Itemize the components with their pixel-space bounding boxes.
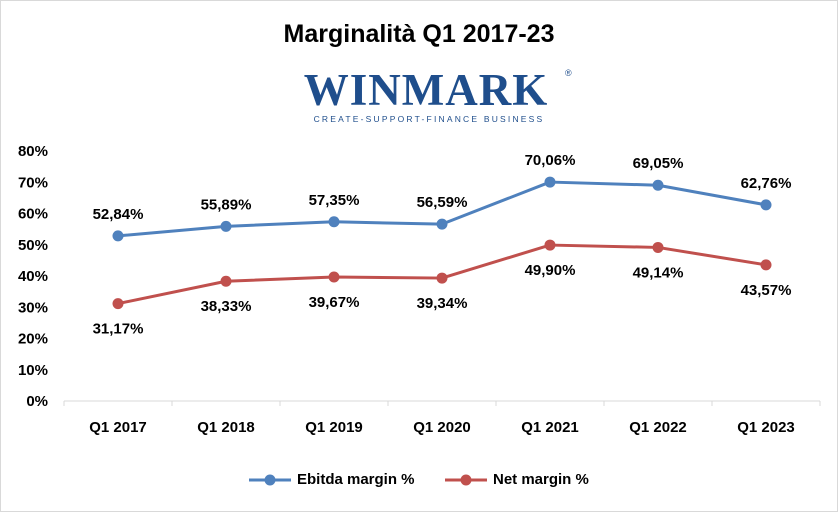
x-tick-label: Q1 2017 <box>89 419 147 436</box>
x-axis: Q1 2017 Q1 2018 Q1 2019 Q1 2020 Q1 2021 Q1 20… <box>63 400 821 436</box>
data-label: 56,59% <box>417 194 468 211</box>
data-label: 39,67% <box>309 294 360 311</box>
data-label: 70,06% <box>525 152 576 169</box>
data-point[interactable] <box>436 218 448 230</box>
data-label: 31,17% <box>93 321 144 338</box>
data-point[interactable] <box>328 216 340 228</box>
logo-registered-mark: ® <box>565 68 572 78</box>
data-label: 43,57% <box>741 282 792 299</box>
data-label: 49,90% <box>525 262 576 279</box>
data-point[interactable] <box>652 241 664 253</box>
legend: Ebitda margin % Net margin % <box>0 469 838 491</box>
y-tick-label: 30% <box>18 299 48 316</box>
y-tick-label: 40% <box>18 268 48 285</box>
data-label: 38,33% <box>201 298 252 315</box>
data-point[interactable] <box>328 271 340 283</box>
x-tick-label: Q1 2018 <box>197 419 255 436</box>
data-point[interactable] <box>544 176 556 188</box>
y-tick-label: 80% <box>18 143 48 160</box>
data-point[interactable] <box>112 298 124 310</box>
data-point[interactable] <box>760 199 772 211</box>
data-point[interactable] <box>652 179 664 191</box>
legend-swatch-net <box>445 474 487 486</box>
y-axis-ticks: 0% 10% 20% 30% 40% 50% 60% 70% 80% <box>18 143 48 410</box>
winmark-logo: WINMARK ® CREATE-SUPPORT-FINANCE BUSINES… <box>284 65 574 126</box>
data-point[interactable] <box>436 272 448 284</box>
y-tick-label: 20% <box>18 331 48 348</box>
legend-label-ebitda: Ebitda margin % <box>297 471 415 488</box>
data-label: 57,35% <box>309 192 360 209</box>
legend-swatch-ebitda <box>249 474 291 486</box>
y-tick-label: 50% <box>18 237 48 254</box>
logo-tagline: CREATE-SUPPORT-FINANCE BUSINESS <box>313 114 545 124</box>
y-tick-label: 70% <box>18 174 48 191</box>
data-label: 55,89% <box>201 196 252 213</box>
data-point[interactable] <box>220 220 232 232</box>
data-label: 39,34% <box>417 295 468 312</box>
data-point[interactable] <box>544 239 556 251</box>
data-point[interactable] <box>220 275 232 287</box>
data-label: 69,05% <box>633 155 684 172</box>
legend-label-net: Net margin % <box>493 471 589 488</box>
data-labels-layer: 52,84% 55,89% 57,35% 56,59% 70,06% 69,05% 62,7… <box>93 152 792 338</box>
series-layer <box>112 176 772 310</box>
data-label: 49,14% <box>633 264 684 281</box>
data-label: 52,84% <box>93 206 144 223</box>
x-tick-label: Q1 2021 <box>521 419 579 436</box>
x-tick-label: Q1 2020 <box>413 419 471 436</box>
x-tick-label: Q1 2023 <box>737 419 795 436</box>
y-tick-label: 60% <box>18 206 48 223</box>
y-tick-label: 10% <box>18 362 48 379</box>
data-point[interactable] <box>112 230 124 242</box>
x-tick-label: Q1 2019 <box>305 419 363 436</box>
x-tick-label: Q1 2022 <box>629 419 687 436</box>
chart-title: Marginalità Q1 2017-23 <box>283 20 555 48</box>
logo-wordmark: WINMARK <box>303 65 549 115</box>
data-point[interactable] <box>760 259 772 271</box>
data-label: 62,76% <box>741 175 792 192</box>
y-tick-label: 0% <box>26 393 48 410</box>
